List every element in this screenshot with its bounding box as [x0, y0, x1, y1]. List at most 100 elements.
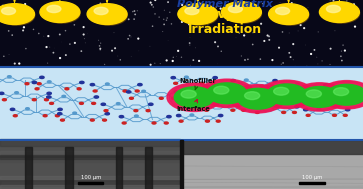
Point — [212, 41, 218, 44]
Bar — [145, 147, 152, 189]
Point — [269, 59, 275, 62]
Point — [164, 59, 170, 62]
Point — [57, 57, 63, 60]
Circle shape — [94, 7, 108, 15]
Circle shape — [244, 79, 248, 81]
Circle shape — [32, 99, 36, 101]
Point — [358, 11, 363, 14]
Bar — [0, 156, 180, 159]
Circle shape — [255, 111, 259, 113]
Point — [135, 37, 141, 40]
Circle shape — [245, 92, 260, 100]
Circle shape — [61, 119, 64, 121]
Point — [67, 43, 73, 46]
Circle shape — [326, 5, 340, 13]
Circle shape — [43, 4, 80, 23]
Circle shape — [322, 82, 363, 108]
Point — [211, 10, 217, 13]
Circle shape — [58, 108, 62, 111]
Point — [302, 43, 308, 46]
Circle shape — [32, 81, 37, 84]
Point — [152, 62, 158, 65]
Point — [96, 39, 102, 42]
Circle shape — [293, 111, 297, 113]
Circle shape — [25, 83, 29, 85]
Point — [295, 29, 301, 33]
Point — [25, 15, 30, 18]
Circle shape — [169, 84, 219, 110]
Point — [315, 30, 321, 33]
Point — [258, 10, 264, 13]
Point — [238, 54, 244, 57]
Point — [46, 16, 52, 19]
Circle shape — [231, 84, 285, 113]
Point — [273, 6, 279, 9]
Point — [299, 16, 305, 19]
Point — [10, 22, 16, 25]
Point — [161, 23, 167, 26]
Circle shape — [146, 110, 150, 112]
Point — [213, 5, 219, 9]
Circle shape — [79, 81, 84, 84]
Point — [193, 7, 199, 10]
Circle shape — [328, 100, 332, 102]
Point — [72, 41, 78, 44]
Bar — [0, 180, 180, 186]
Circle shape — [181, 90, 196, 98]
Point — [254, 6, 260, 9]
Circle shape — [343, 114, 347, 116]
Point — [12, 62, 18, 65]
Circle shape — [216, 120, 220, 122]
Bar — [0, 176, 180, 179]
Point — [304, 65, 310, 68]
Point — [98, 2, 103, 5]
Point — [23, 47, 29, 50]
Circle shape — [101, 103, 106, 105]
Point — [266, 35, 272, 38]
Point — [319, 59, 325, 62]
Circle shape — [260, 80, 314, 108]
Text: Nanofiller: Nanofiller — [180, 78, 216, 90]
Circle shape — [319, 81, 363, 109]
Circle shape — [205, 120, 209, 122]
Point — [5, 16, 11, 19]
Bar — [299, 182, 325, 184]
Point — [167, 11, 173, 14]
Circle shape — [174, 91, 178, 93]
Point — [47, 46, 53, 49]
Circle shape — [225, 4, 262, 23]
Circle shape — [228, 5, 242, 13]
Point — [196, 59, 202, 62]
Point — [179, 3, 185, 6]
Bar — [0, 151, 180, 155]
Point — [233, 36, 239, 39]
Point — [45, 62, 50, 65]
Circle shape — [276, 7, 290, 15]
Circle shape — [104, 110, 108, 112]
Bar — [0, 67, 363, 140]
Point — [85, 32, 91, 35]
Point — [286, 51, 292, 54]
Point — [59, 40, 65, 43]
Circle shape — [164, 122, 168, 124]
Point — [227, 28, 233, 31]
Point — [315, 62, 321, 65]
Circle shape — [266, 105, 270, 107]
Circle shape — [8, 76, 11, 78]
Point — [150, 5, 156, 9]
Bar — [183, 140, 363, 189]
Point — [50, 51, 56, 54]
Point — [242, 58, 248, 61]
Point — [218, 7, 224, 10]
Circle shape — [323, 4, 360, 23]
Point — [102, 63, 107, 66]
Point — [0, 15, 3, 18]
Point — [277, 1, 283, 4]
Point — [111, 31, 117, 34]
Circle shape — [179, 120, 183, 122]
Point — [286, 3, 292, 6]
Point — [0, 4, 6, 7]
Point — [236, 14, 242, 17]
Circle shape — [47, 96, 51, 98]
Point — [245, 58, 251, 61]
